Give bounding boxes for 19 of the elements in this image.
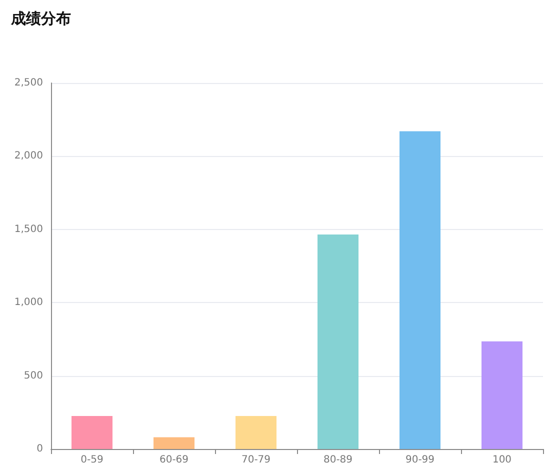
bar [318, 234, 358, 449]
bar [482, 341, 522, 449]
y-tick-label: 1,500 [14, 224, 43, 235]
x-tick-label: 90-99 [405, 454, 435, 466]
x-tick-label: 0-59 [80, 454, 104, 466]
y-tick-label: 2,000 [14, 150, 43, 162]
bar [400, 131, 440, 449]
x-tick-label: 80-89 [323, 454, 353, 466]
bar [154, 437, 194, 449]
y-tick-label: 0 [36, 444, 43, 454]
chart-title: 成绩分布 [10, 10, 71, 28]
x-tick-label: 100 [492, 454, 512, 466]
bar [236, 416, 276, 449]
x-tick-label: 60-69 [159, 454, 189, 466]
y-tick-label: 1,000 [14, 297, 43, 308]
y-tick-label: 2,500 [14, 78, 43, 88]
bar [72, 416, 112, 449]
y-tick-label: 500 [24, 370, 43, 382]
x-tick-label: 70-79 [241, 454, 271, 466]
